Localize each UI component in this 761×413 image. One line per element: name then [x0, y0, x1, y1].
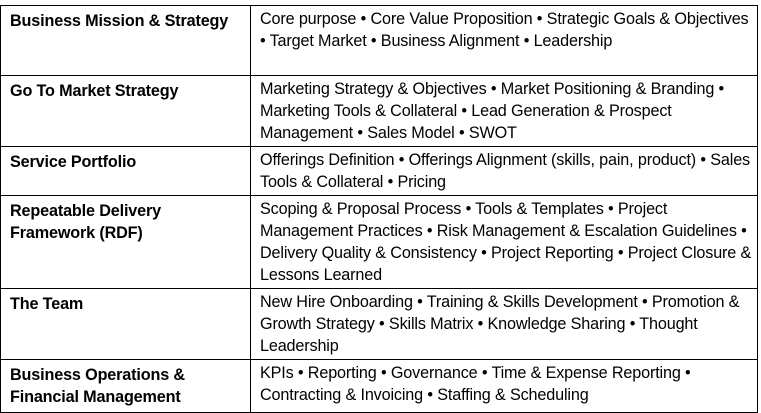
- details-cell: Offerings Definition • Offerings Alignme…: [250, 146, 758, 196]
- framework-table: Business Mission & Strategy Core purpose…: [0, 5, 758, 413]
- details-cell: Scoping & Proposal Process • Tools & Tem…: [250, 195, 758, 289]
- details-cell: Core purpose • Core Value Proposition • …: [250, 5, 758, 76]
- table-row: Service Portfolio Offerings Definition •…: [0, 146, 758, 196]
- category-cell: The Team: [0, 288, 251, 360]
- table-row: Go To Market Strategy Marketing Strategy…: [0, 75, 758, 147]
- table-row: The Team New Hire Onboarding • Training …: [0, 288, 758, 360]
- details-cell: KPIs • Reporting • Governance • Time & E…: [250, 359, 758, 413]
- category-cell: Service Portfolio: [0, 146, 251, 196]
- category-cell: Business Mission & Strategy: [0, 5, 251, 76]
- category-cell: Repeatable Delivery Framework (RDF): [0, 195, 251, 289]
- table-row: Repeatable Delivery Framework (RDF) Scop…: [0, 195, 758, 289]
- table-row: Business Mission & Strategy Core purpose…: [0, 5, 758, 76]
- details-cell: Marketing Strategy & Objectives • Market…: [250, 75, 758, 147]
- table-row: Business Operations & Financial Manageme…: [0, 359, 758, 413]
- category-cell: Go To Market Strategy: [0, 75, 251, 147]
- details-cell: New Hire Onboarding • Training & Skills …: [250, 288, 758, 360]
- category-cell: Business Operations & Financial Manageme…: [0, 359, 251, 413]
